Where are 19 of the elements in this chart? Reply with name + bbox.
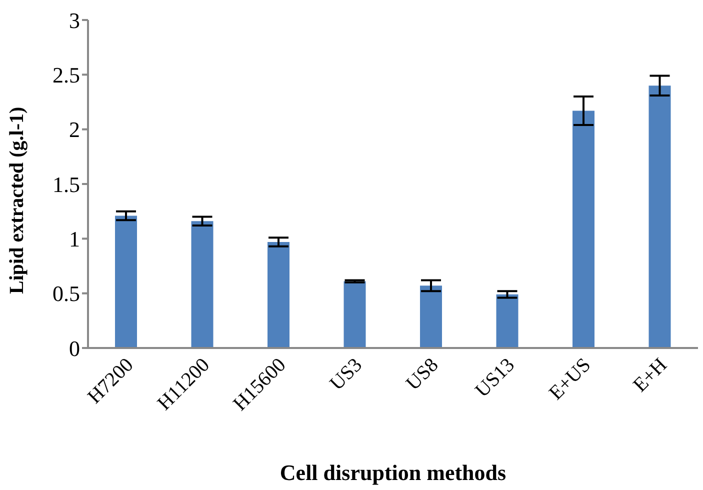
bar bbox=[648, 86, 671, 348]
x-tick-label: US3 bbox=[326, 354, 366, 395]
x-tick-label: US8 bbox=[402, 354, 443, 395]
bar bbox=[344, 281, 366, 348]
y-tick-label: 2 bbox=[69, 117, 80, 142]
x-axis-title: Cell disruption methods bbox=[280, 460, 507, 485]
bar bbox=[268, 242, 290, 348]
bar bbox=[115, 216, 137, 348]
y-axis-title: Lipid extracted (g.l-1) bbox=[6, 106, 28, 294]
y-tick-label: 0.5 bbox=[52, 281, 80, 306]
bar bbox=[572, 110, 594, 348]
bar bbox=[420, 286, 442, 348]
bar bbox=[496, 294, 518, 348]
y-tick-label: 2.5 bbox=[52, 62, 80, 88]
y-tick-label: 1 bbox=[69, 226, 80, 252]
y-tick-label: 0 bbox=[69, 336, 80, 361]
y-tick-label: 3 bbox=[69, 8, 80, 33]
y-tick-label: 1.5 bbox=[52, 172, 80, 197]
bar bbox=[191, 221, 214, 348]
